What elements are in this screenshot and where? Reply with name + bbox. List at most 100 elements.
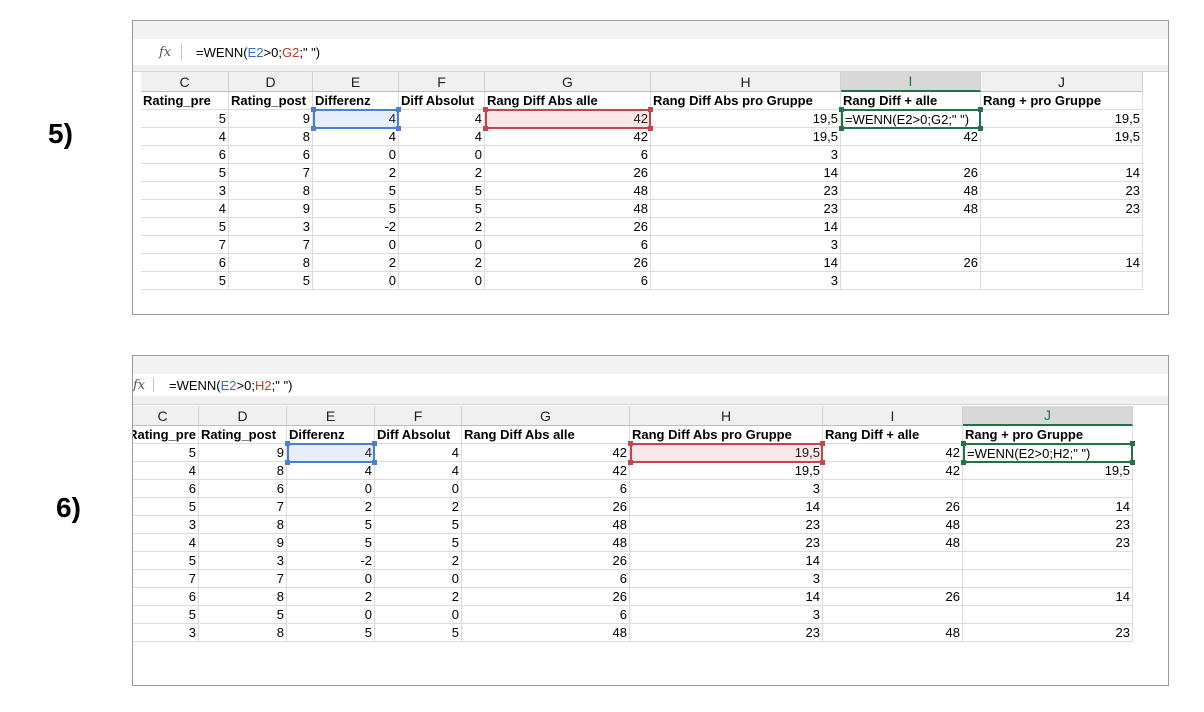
- table-cell[interactable]: 14: [981, 254, 1143, 272]
- table-cell[interactable]: 3: [630, 480, 823, 498]
- column-header-g[interactable]: G: [485, 72, 651, 92]
- table-cell[interactable]: 19,5: [963, 462, 1133, 480]
- header-cell[interactable]: Diff Absolut: [399, 92, 485, 110]
- table-cell[interactable]: 14: [981, 164, 1143, 182]
- table-cell[interactable]: 4: [141, 128, 229, 146]
- table-cell[interactable]: 2: [313, 164, 399, 182]
- column-header-c[interactable]: C: [141, 72, 229, 92]
- table-cell[interactable]: 26: [485, 218, 651, 236]
- table-cell[interactable]: 6: [133, 588, 199, 606]
- table-cell[interactable]: 2: [287, 498, 375, 516]
- table-cell[interactable]: 9: [199, 444, 287, 462]
- table-cell[interactable]: 48: [823, 516, 963, 534]
- table-cell[interactable]: 19,5: [630, 462, 823, 480]
- table-cell[interactable]: 4: [287, 462, 375, 480]
- table-cell[interactable]: [981, 218, 1143, 236]
- table-cell[interactable]: 5: [399, 182, 485, 200]
- table-cell[interactable]: 7: [199, 498, 287, 516]
- table-cell[interactable]: 3: [651, 146, 841, 164]
- table-cell[interactable]: 2: [399, 218, 485, 236]
- header-cell[interactable]: Diff Absolut: [375, 426, 462, 444]
- table-cell[interactable]: 19,5: [651, 128, 841, 146]
- table-cell[interactable]: 42: [485, 128, 651, 146]
- table-cell[interactable]: 2: [375, 588, 462, 606]
- table-cell[interactable]: [981, 272, 1143, 290]
- table-cell[interactable]: 0: [375, 570, 462, 588]
- table-cell[interactable]: 19,5: [981, 128, 1143, 146]
- fx-icon[interactable]: fx: [133, 377, 146, 393]
- table-cell[interactable]: 5: [375, 516, 462, 534]
- table-cell[interactable]: 6: [462, 570, 630, 588]
- table-cell[interactable]: 6: [485, 146, 651, 164]
- table-cell[interactable]: 3: [141, 182, 229, 200]
- table-cell[interactable]: 26: [823, 588, 963, 606]
- table-cell[interactable]: [963, 480, 1133, 498]
- table-cell[interactable]: 3: [651, 272, 841, 290]
- table-cell[interactable]: 6: [141, 146, 229, 164]
- table-cell[interactable]: 6: [133, 480, 199, 498]
- table-cell[interactable]: 8: [199, 462, 287, 480]
- table-cell[interactable]: 7: [199, 570, 287, 588]
- header-cell[interactable]: Rating_pre: [141, 92, 229, 110]
- table-cell[interactable]: 3: [651, 236, 841, 254]
- table-cell[interactable]: [823, 480, 963, 498]
- table-cell[interactable]: [841, 272, 981, 290]
- column-header-j[interactable]: J: [981, 72, 1143, 92]
- active-cell-editor[interactable]: =WENN(E2>0;G2;" "): [841, 109, 981, 129]
- column-header-d[interactable]: D: [199, 406, 287, 426]
- table-cell[interactable]: 23: [963, 624, 1133, 642]
- table-cell[interactable]: 6: [462, 606, 630, 624]
- table-cell[interactable]: 5: [141, 110, 229, 128]
- table-cell[interactable]: 5: [287, 534, 375, 552]
- table-cell[interactable]: 4: [141, 200, 229, 218]
- table-cell[interactable]: [981, 236, 1143, 254]
- table-cell[interactable]: 0: [287, 606, 375, 624]
- table-cell[interactable]: [841, 236, 981, 254]
- header-cell[interactable]: Rating_pre: [133, 426, 199, 444]
- table-cell[interactable]: 8: [229, 182, 313, 200]
- table-cell[interactable]: 23: [981, 200, 1143, 218]
- table-cell[interactable]: 26: [462, 498, 630, 516]
- table-cell[interactable]: 0: [375, 480, 462, 498]
- table-cell[interactable]: 42: [841, 128, 981, 146]
- table-cell[interactable]: 8: [229, 254, 313, 272]
- table-cell[interactable]: 14: [630, 498, 823, 516]
- header-cell[interactable]: Rang + pro Gruppe: [981, 92, 1143, 110]
- table-cell[interactable]: 8: [199, 516, 287, 534]
- header-cell[interactable]: Differenz: [313, 92, 399, 110]
- table-cell[interactable]: 26: [485, 164, 651, 182]
- table-cell[interactable]: 48: [841, 200, 981, 218]
- table-cell[interactable]: 4: [133, 534, 199, 552]
- table-cell[interactable]: 23: [651, 200, 841, 218]
- table-cell[interactable]: 23: [981, 182, 1143, 200]
- table-cell[interactable]: 4: [399, 128, 485, 146]
- column-header-f[interactable]: F: [375, 406, 462, 426]
- table-cell[interactable]: 42: [823, 444, 963, 462]
- table-cell[interactable]: 3: [133, 624, 199, 642]
- table-cell[interactable]: 5: [133, 552, 199, 570]
- table-cell[interactable]: 23: [651, 182, 841, 200]
- column-header-e[interactable]: E: [313, 72, 399, 92]
- table-cell[interactable]: 48: [823, 534, 963, 552]
- table-cell[interactable]: 2: [313, 254, 399, 272]
- header-cell[interactable]: Rang Diff + alle: [841, 92, 981, 110]
- table-cell[interactable]: 5: [141, 272, 229, 290]
- table-cell[interactable]: 14: [651, 254, 841, 272]
- header-cell[interactable]: Rang Diff Abs alle: [485, 92, 651, 110]
- table-cell[interactable]: 2: [399, 254, 485, 272]
- header-cell[interactable]: Rang Diff Abs alle: [462, 426, 630, 444]
- table-cell[interactable]: 42: [462, 444, 630, 462]
- column-header-j[interactable]: J: [963, 406, 1133, 426]
- table-cell[interactable]: 0: [399, 272, 485, 290]
- table-cell[interactable]: [841, 218, 981, 236]
- table-cell[interactable]: 0: [399, 236, 485, 254]
- table-cell[interactable]: 3: [229, 218, 313, 236]
- table-cell[interactable]: 8: [199, 624, 287, 642]
- table-cell[interactable]: 26: [485, 254, 651, 272]
- table-cell[interactable]: 2: [375, 552, 462, 570]
- header-cell[interactable]: Rang Diff Abs pro Gruppe: [630, 426, 823, 444]
- table-cell[interactable]: 26: [462, 588, 630, 606]
- formula-text[interactable]: =WENN(E2 >0; H2 ;" "): [169, 377, 293, 393]
- table-cell[interactable]: 26: [841, 254, 981, 272]
- header-cell[interactable]: Differenz: [287, 426, 375, 444]
